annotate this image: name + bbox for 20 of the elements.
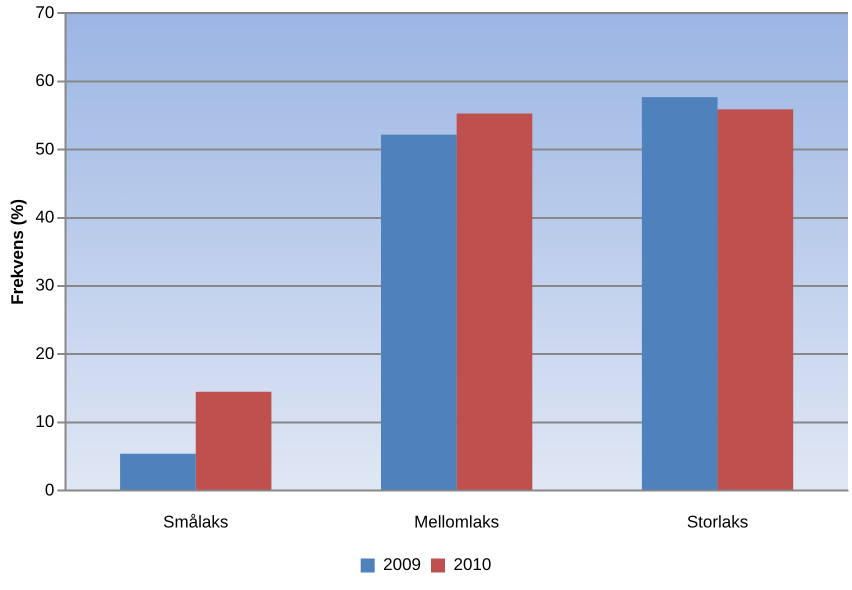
legend-label: 2009 bbox=[383, 555, 422, 574]
legend-label: 2010 bbox=[454, 555, 492, 574]
bar bbox=[456, 113, 532, 490]
bar bbox=[718, 109, 794, 490]
x-tick-label: Mellomlaks bbox=[414, 512, 500, 532]
y-tick-label: 10 bbox=[35, 412, 54, 432]
bar bbox=[196, 392, 272, 490]
y-tick-label: 30 bbox=[35, 276, 54, 295]
x-tick-label: Smålaks bbox=[163, 512, 228, 532]
y-tick-label: 50 bbox=[35, 139, 54, 158]
bar bbox=[642, 97, 718, 490]
y-tick-label: 20 bbox=[35, 344, 54, 363]
x-tick-label: Storlaks bbox=[686, 512, 748, 532]
y-tick-label: 0 bbox=[44, 480, 54, 500]
y-tick-label: 70 bbox=[35, 2, 54, 22]
y-tick-label: 40 bbox=[35, 207, 54, 226]
y-tick-label: 60 bbox=[35, 71, 54, 90]
y-axis-title: Frekvens (%) bbox=[8, 198, 27, 305]
bar bbox=[380, 134, 457, 490]
bar bbox=[120, 454, 196, 490]
